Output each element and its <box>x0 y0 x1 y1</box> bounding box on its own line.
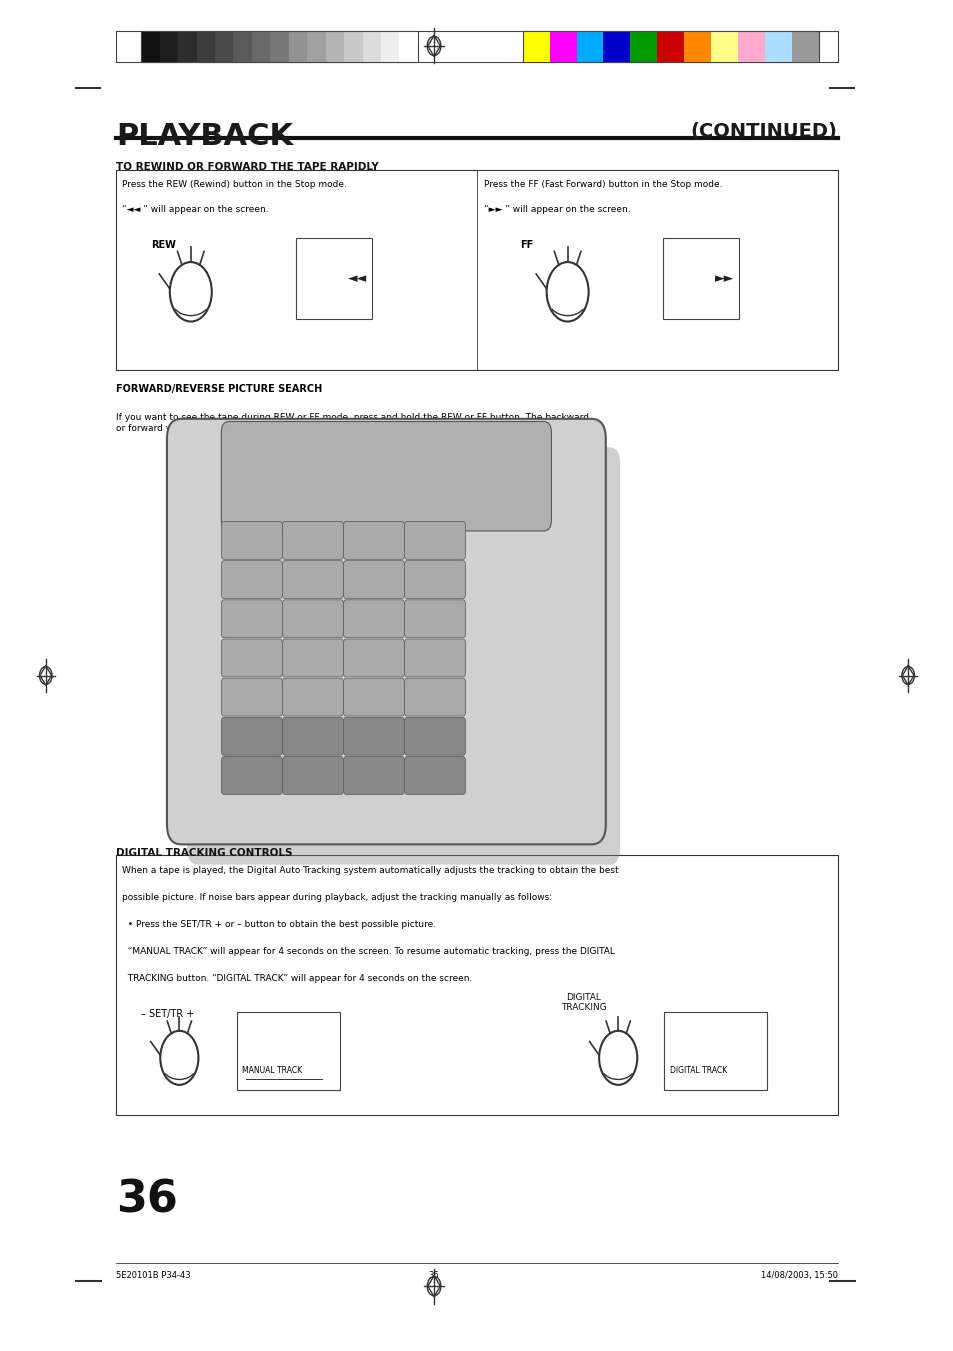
FancyBboxPatch shape <box>343 717 404 755</box>
Bar <box>344 31 362 62</box>
FancyBboxPatch shape <box>343 561 404 598</box>
FancyBboxPatch shape <box>282 600 343 638</box>
Text: DIGITAL
TRACKING: DIGITAL TRACKING <box>560 993 606 1012</box>
Bar <box>233 31 252 62</box>
Text: DIGITAL TRACK: DIGITAL TRACK <box>669 1066 726 1075</box>
Text: REW: REW <box>151 240 175 250</box>
FancyBboxPatch shape <box>221 521 282 559</box>
Bar <box>791 31 818 62</box>
FancyBboxPatch shape <box>221 717 282 755</box>
Text: Press the FF (Fast Forward) button in the Stop mode.: Press the FF (Fast Forward) button in th… <box>483 180 721 189</box>
Bar <box>683 31 710 62</box>
FancyBboxPatch shape <box>221 678 282 716</box>
FancyBboxPatch shape <box>221 561 282 598</box>
Text: FF: FF <box>519 240 533 250</box>
Bar <box>522 31 818 62</box>
FancyBboxPatch shape <box>187 447 619 865</box>
FancyBboxPatch shape <box>221 639 282 677</box>
Text: “►► ” will appear on the screen.: “►► ” will appear on the screen. <box>483 205 630 215</box>
Bar <box>141 31 159 62</box>
Bar <box>662 238 739 319</box>
FancyBboxPatch shape <box>404 561 465 598</box>
FancyBboxPatch shape <box>282 717 343 755</box>
Bar <box>270 31 289 62</box>
Text: MANUAL TRACK: MANUAL TRACK <box>242 1066 302 1075</box>
Text: ►►: ►► <box>715 272 734 285</box>
FancyBboxPatch shape <box>404 639 465 677</box>
FancyBboxPatch shape <box>404 678 465 716</box>
FancyBboxPatch shape <box>282 639 343 677</box>
Bar <box>399 31 417 62</box>
Bar <box>196 31 214 62</box>
Bar <box>116 855 837 1115</box>
Text: possible picture. If noise bars appear during playback, adjust the tracking manu: possible picture. If noise bars appear d… <box>122 893 552 902</box>
Bar <box>141 31 417 62</box>
Text: Press the REW (Rewind) button in the Stop mode.: Press the REW (Rewind) button in the Sto… <box>122 180 347 189</box>
Bar <box>236 1012 339 1090</box>
FancyBboxPatch shape <box>404 717 465 755</box>
FancyBboxPatch shape <box>404 600 465 638</box>
Bar <box>663 1012 766 1090</box>
Text: DIGITAL TRACKING CONTROLS: DIGITAL TRACKING CONTROLS <box>116 848 293 858</box>
Bar <box>603 31 630 62</box>
Text: PLAYBACK: PLAYBACK <box>116 122 294 150</box>
FancyBboxPatch shape <box>343 639 404 677</box>
FancyBboxPatch shape <box>282 521 343 559</box>
Bar <box>178 31 196 62</box>
Text: 14/08/2003, 15:50: 14/08/2003, 15:50 <box>760 1271 837 1281</box>
Text: ◄◄: ◄◄ <box>348 272 367 285</box>
FancyBboxPatch shape <box>343 600 404 638</box>
Text: TRACKING button. “DIGITAL TRACK” will appear for 4 seconds on the screen.: TRACKING button. “DIGITAL TRACK” will ap… <box>122 974 472 984</box>
FancyBboxPatch shape <box>282 757 343 794</box>
Text: If you want to see the tape during REW or FF mode, press and hold the REW or FF : If you want to see the tape during REW o… <box>116 413 589 432</box>
Bar <box>214 31 233 62</box>
Text: “◄◄ ” will appear on the screen.: “◄◄ ” will appear on the screen. <box>122 205 269 215</box>
FancyBboxPatch shape <box>343 521 404 559</box>
Bar <box>252 31 270 62</box>
Text: 5E20101B P34-43: 5E20101B P34-43 <box>116 1271 191 1281</box>
Bar <box>362 31 380 62</box>
FancyBboxPatch shape <box>282 561 343 598</box>
Bar <box>522 31 549 62</box>
Bar <box>549 31 576 62</box>
Bar <box>710 31 737 62</box>
FancyBboxPatch shape <box>343 757 404 794</box>
Text: When a tape is played, the Digital Auto Tracking system automatically adjusts th: When a tape is played, the Digital Auto … <box>122 866 618 875</box>
Text: • Press the SET/TR + or – button to obtain the best possible picture.: • Press the SET/TR + or – button to obta… <box>122 920 436 929</box>
FancyBboxPatch shape <box>221 422 551 531</box>
Bar <box>380 31 399 62</box>
Text: (CONTINUED): (CONTINUED) <box>690 122 837 141</box>
Bar <box>764 31 791 62</box>
Bar <box>576 31 603 62</box>
Text: 36: 36 <box>116 1178 178 1221</box>
FancyBboxPatch shape <box>282 678 343 716</box>
Text: TO REWIND OR FORWARD THE TAPE RAPIDLY: TO REWIND OR FORWARD THE TAPE RAPIDLY <box>116 162 378 172</box>
FancyBboxPatch shape <box>221 757 282 794</box>
Bar <box>116 170 837 370</box>
FancyBboxPatch shape <box>404 521 465 559</box>
Text: – SET/TR +: – SET/TR + <box>141 1009 194 1019</box>
Bar <box>325 31 344 62</box>
Text: “MANUAL TRACK” will appear for 4 seconds on the screen. To resume automatic trac: “MANUAL TRACK” will appear for 4 seconds… <box>122 947 615 957</box>
Bar <box>307 31 325 62</box>
Text: FORWARD/REVERSE PICTURE SEARCH: FORWARD/REVERSE PICTURE SEARCH <box>116 384 322 393</box>
Bar <box>159 31 178 62</box>
Bar <box>737 31 764 62</box>
Bar <box>630 31 657 62</box>
FancyBboxPatch shape <box>404 757 465 794</box>
FancyBboxPatch shape <box>167 419 605 844</box>
Bar <box>289 31 307 62</box>
Text: 36: 36 <box>428 1271 439 1281</box>
FancyBboxPatch shape <box>343 678 404 716</box>
FancyBboxPatch shape <box>221 600 282 638</box>
Bar <box>657 31 683 62</box>
Bar <box>295 238 372 319</box>
